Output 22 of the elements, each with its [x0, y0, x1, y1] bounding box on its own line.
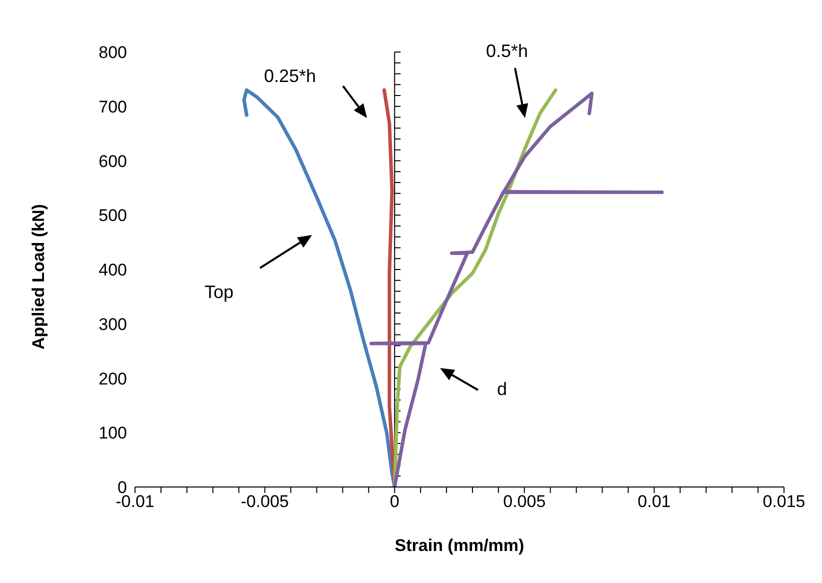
- line-series: [369, 92, 664, 487]
- x-tick-label: 0: [390, 492, 400, 512]
- x-tick-label: 0.01: [638, 492, 671, 512]
- x-axis-title: Strain (mm/mm): [394, 536, 524, 555]
- y-tick-label: 700: [98, 97, 127, 116]
- line-series: [382, 88, 396, 487]
- y-tick-label: 400: [98, 260, 127, 280]
- annotation: 0.5*h: [486, 40, 528, 61]
- x-tick-label: -0.005: [240, 492, 289, 512]
- annotation: d: [496, 378, 508, 399]
- y-tick-label: 500: [98, 206, 127, 226]
- x-tick-label: -0.01: [116, 492, 154, 512]
- y-tick-label: 800: [98, 43, 127, 62]
- y-tick-label: 200: [98, 369, 127, 388]
- x-tick-label: 0.005: [503, 492, 546, 512]
- x-tick-label: 0.015: [762, 492, 806, 512]
- y-tick-label: 100: [98, 424, 127, 443]
- annotation: 0.25*h: [264, 66, 316, 86]
- y-tick-label: 300: [98, 314, 127, 334]
- annotation: Top: [204, 282, 234, 302]
- y-tick-label: 600: [98, 152, 127, 171]
- y-axis-title: Applied Load (kN): [29, 204, 48, 350]
